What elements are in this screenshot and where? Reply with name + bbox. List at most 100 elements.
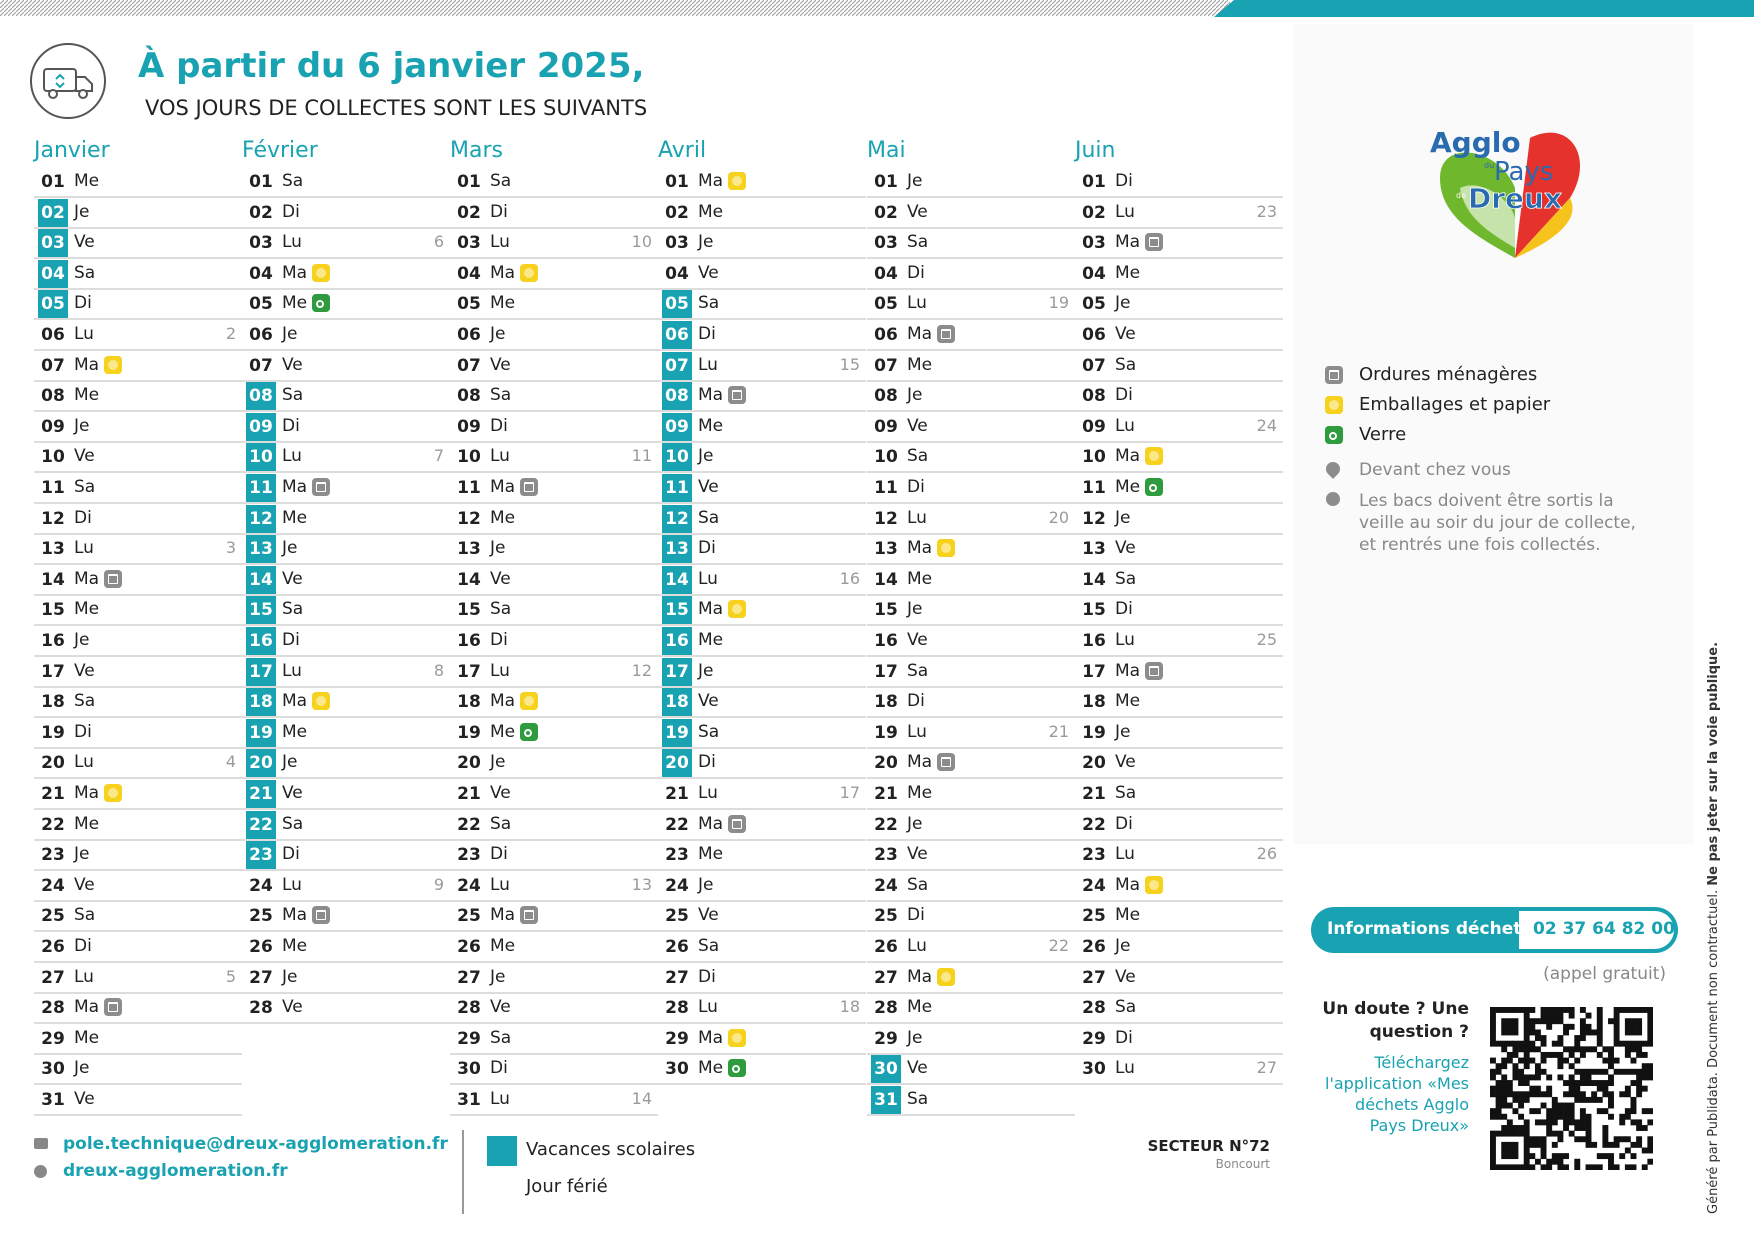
day-row: 26 Lu 22 (867, 931, 1075, 963)
qr-module (1624, 1091, 1631, 1098)
weekday: Ma (698, 599, 724, 620)
qr-module (1495, 1085, 1502, 1092)
qr-module (1602, 1068, 1609, 1075)
qr-module (1490, 1040, 1496, 1047)
qr-module (1551, 1108, 1558, 1115)
day-number: 22 (41, 814, 65, 835)
qr-module (1506, 1102, 1513, 1109)
qr-module (1501, 1057, 1508, 1064)
weekday: Sa (490, 1027, 512, 1048)
weekday: Di (490, 1058, 508, 1079)
qr-module (1512, 1074, 1519, 1081)
day-row: 12 Lu 20 (867, 503, 1075, 535)
day-row: 07 Ma (34, 350, 242, 382)
day-row: 09 Ve (867, 411, 1075, 443)
qr-module (1534, 1063, 1541, 1070)
month-name: Avril (658, 138, 707, 163)
qr-module (1636, 1007, 1643, 1013)
qr-module (1506, 1119, 1513, 1126)
qr-module (1613, 1018, 1620, 1025)
day-row: 12 Me (242, 503, 450, 535)
qr-module (1596, 1018, 1603, 1025)
qr-code (1490, 1007, 1653, 1170)
qr-module (1624, 1018, 1631, 1025)
qr-module (1579, 1108, 1586, 1115)
weekday: Lu (1115, 844, 1135, 865)
day-row: 06 Ma (867, 319, 1075, 351)
qr-module (1647, 1023, 1653, 1030)
day-number: 07 (457, 355, 481, 376)
day-number: 07 (874, 355, 898, 376)
qr-module (1518, 1102, 1525, 1109)
qr-module (1563, 1153, 1569, 1160)
qr-module (1608, 1102, 1614, 1109)
day-number: 26 (457, 937, 481, 957)
weekday: Sa (907, 1089, 929, 1109)
day-number: 05 (457, 294, 481, 315)
logo-text: de (1456, 191, 1466, 200)
day-row: 23 Di (450, 839, 658, 872)
qr-module (1602, 1085, 1609, 1092)
weekday: Je (490, 966, 506, 987)
day-number: 17 (457, 661, 481, 682)
question: Un doute ? Une question ? (1322, 998, 1469, 1044)
day-row: 15 Di (1075, 594, 1283, 627)
qr-module (1563, 1091, 1569, 1098)
day-number: 06 (874, 325, 898, 345)
qr-module (1568, 1091, 1575, 1098)
info-label: Informations déchets (1327, 919, 1532, 939)
qr-module (1619, 1113, 1626, 1120)
qr-module (1596, 1108, 1603, 1115)
day-number: 10 (246, 443, 276, 472)
qr-module (1624, 1040, 1631, 1047)
qr-module (1506, 1057, 1513, 1064)
day-number: 31 (871, 1086, 901, 1114)
qr-module (1636, 1040, 1643, 1047)
weekday: Di (1115, 385, 1133, 406)
collect-icon (104, 355, 122, 374)
weekday: Di (74, 507, 92, 528)
qr-module (1523, 1141, 1530, 1148)
day-number: 01 (874, 172, 898, 192)
qr-module (1506, 1141, 1513, 1148)
weekday: Ma (74, 354, 100, 375)
qr-module (1518, 1074, 1525, 1081)
qr-module (1624, 1136, 1631, 1143)
week-number: 27 (1256, 1058, 1277, 1078)
day-row: 10 Je (658, 441, 866, 474)
day-number: 08 (246, 382, 276, 411)
qr-module (1579, 1091, 1586, 1098)
day-number: 21 (457, 784, 481, 804)
qr-module (1523, 1164, 1530, 1170)
day-number: 25 (1082, 906, 1106, 927)
phone-note: (appel gratuit) (1543, 964, 1666, 984)
qr-module (1490, 1164, 1496, 1170)
day-row: 23 Je (34, 839, 242, 872)
week-number: 26 (1256, 844, 1277, 864)
weekday: Sa (74, 905, 96, 926)
day-row: 25 Di (867, 900, 1075, 933)
qr-module (1490, 1068, 1496, 1075)
weekday: Ma (74, 568, 100, 589)
qr-module (1591, 1096, 1598, 1103)
qr-module (1523, 1074, 1530, 1081)
weekday: Ve (490, 783, 511, 803)
app-line: déchets Agglo (1355, 1095, 1469, 1114)
weekday: Me (282, 936, 308, 956)
day-number: 18 (246, 688, 276, 717)
day-row: 08 Di (1075, 380, 1283, 413)
qr-module (1546, 1164, 1553, 1170)
qr-module (1574, 1119, 1581, 1126)
legend-icon (1325, 396, 1343, 414)
qr-module (1579, 1119, 1586, 1126)
qr-module (1546, 1085, 1553, 1092)
qr-module (1636, 1046, 1643, 1053)
qr-module (1512, 1147, 1519, 1154)
qr-module (1585, 1012, 1592, 1019)
qr-module (1512, 1108, 1519, 1115)
day-row: 18 Me (1075, 686, 1283, 719)
weekday: Sa (282, 171, 304, 191)
qr-module (1523, 1147, 1530, 1154)
weekday: Di (490, 415, 508, 436)
qr-module (1540, 1102, 1547, 1109)
